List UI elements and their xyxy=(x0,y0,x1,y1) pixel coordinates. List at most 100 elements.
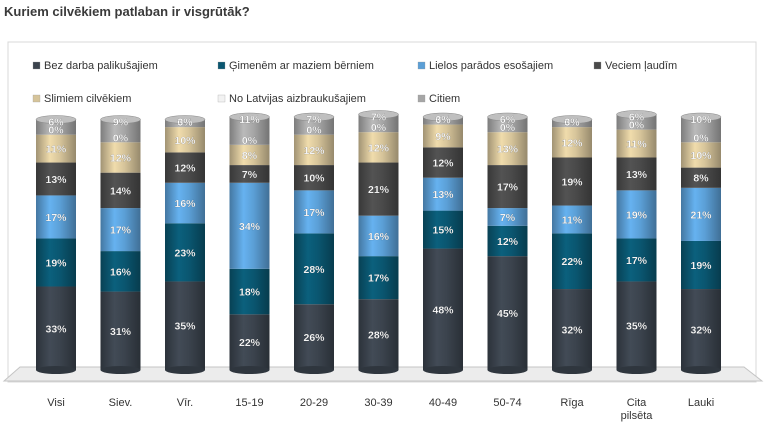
bar-top-cap xyxy=(35,115,77,124)
bar-segment xyxy=(229,182,270,269)
bar-segment xyxy=(100,142,141,173)
bar-segment xyxy=(294,233,334,305)
bar-segment xyxy=(552,289,592,370)
bar-segment xyxy=(616,157,657,191)
bar-segment xyxy=(552,233,592,290)
bar-segment xyxy=(681,240,721,290)
bar-segment xyxy=(681,187,721,241)
bar-base-cap xyxy=(423,366,463,374)
data-label: 35% xyxy=(174,321,196,333)
bar-segment xyxy=(294,190,334,234)
data-label: 13% xyxy=(497,144,519,156)
data-label: 0% xyxy=(177,117,193,129)
data-label: 0% xyxy=(242,135,258,147)
bar-segment xyxy=(294,117,334,135)
category-label: 40-49 xyxy=(429,397,457,409)
bar-base-cap xyxy=(681,366,721,374)
data-label: 3% xyxy=(435,114,451,126)
bar-segment xyxy=(100,119,141,143)
bar-top-cap xyxy=(229,112,270,122)
data-label: 12% xyxy=(110,152,132,164)
bar-segment xyxy=(487,225,528,257)
bar-top-cap xyxy=(487,112,528,122)
bar-top-cap xyxy=(551,115,593,124)
data-label: 31% xyxy=(110,326,132,338)
bar-segment xyxy=(423,248,463,370)
data-label: 10% xyxy=(690,150,712,162)
bar-top-cap xyxy=(164,115,206,124)
data-label: 21% xyxy=(368,184,390,196)
legend-label: Bez darba palikušajiem xyxy=(44,60,158,72)
category-label: Lauki xyxy=(688,397,714,409)
bar-segment xyxy=(165,223,205,282)
bar-segment xyxy=(616,238,657,282)
data-label: 6% xyxy=(629,111,645,123)
legend-swatch xyxy=(417,94,426,103)
bar-segment xyxy=(229,314,270,370)
data-label: 16% xyxy=(110,266,132,278)
data-label: 17% xyxy=(626,255,648,267)
data-label: 34% xyxy=(239,221,261,233)
bar-segment xyxy=(36,195,76,239)
bar-segment xyxy=(294,165,334,191)
bar-segment xyxy=(36,286,76,370)
category-label: Siev. xyxy=(109,397,133,409)
category-label: 20-29 xyxy=(300,397,328,409)
data-label: 0% xyxy=(500,122,516,134)
bar-segment xyxy=(681,142,721,168)
data-label: 26% xyxy=(303,332,325,344)
data-label: 0% xyxy=(693,132,709,144)
bar-segment xyxy=(229,117,270,145)
plot-frame xyxy=(7,41,757,383)
legend-label: Ģimenēm ar maziem bērniem xyxy=(229,60,374,72)
data-label: 22% xyxy=(561,256,583,268)
data-label: 6% xyxy=(500,114,516,126)
bar-segment xyxy=(165,182,205,224)
bar-segment xyxy=(423,147,463,178)
bar-segment xyxy=(616,114,657,130)
bar-base-cap xyxy=(616,366,657,374)
bar-segment xyxy=(36,162,76,196)
data-label: 10% xyxy=(174,135,196,147)
data-label: 0% xyxy=(629,120,645,132)
data-label: 16% xyxy=(368,231,390,243)
bar-segment xyxy=(358,215,399,257)
bar-segment xyxy=(358,132,399,163)
data-label: 17% xyxy=(303,207,325,219)
data-label: 8% xyxy=(242,150,258,162)
data-label: 11% xyxy=(626,139,647,151)
category-label: 50-74 xyxy=(493,397,521,409)
bar-segment xyxy=(487,165,528,209)
data-label: 6% xyxy=(48,117,64,129)
bar-segment xyxy=(423,177,463,211)
data-label: 19% xyxy=(45,257,67,269)
bar-base-cap xyxy=(229,366,270,374)
category-label: 30-39 xyxy=(364,397,392,409)
category-label: Visi xyxy=(47,397,65,409)
data-label: 18% xyxy=(239,287,261,299)
data-label: 12% xyxy=(432,158,454,170)
data-label: 12% xyxy=(174,163,196,175)
bar-segment xyxy=(552,127,592,158)
data-label: 33% xyxy=(45,323,67,335)
bar-segment xyxy=(616,190,657,239)
data-label: 12% xyxy=(561,137,583,149)
bar-segment xyxy=(165,127,205,153)
data-label: 7% xyxy=(500,212,516,224)
bar-base-cap xyxy=(552,366,592,374)
bar-top-cap xyxy=(616,110,657,119)
bar-segment xyxy=(487,208,528,226)
bar-segment xyxy=(36,134,76,163)
data-label: 17% xyxy=(45,212,67,224)
data-label: 9% xyxy=(435,131,451,143)
bar-segment xyxy=(358,114,399,133)
bar-segment xyxy=(487,132,528,166)
bar-segment xyxy=(165,152,205,183)
data-label: 19% xyxy=(690,260,712,272)
data-label: 3% xyxy=(177,117,193,129)
category-label: Rīga xyxy=(560,397,584,409)
bar-segment xyxy=(681,167,721,188)
bar-base-cap xyxy=(165,366,205,374)
legend-label: Slimiem cilvēkiem xyxy=(44,93,131,105)
